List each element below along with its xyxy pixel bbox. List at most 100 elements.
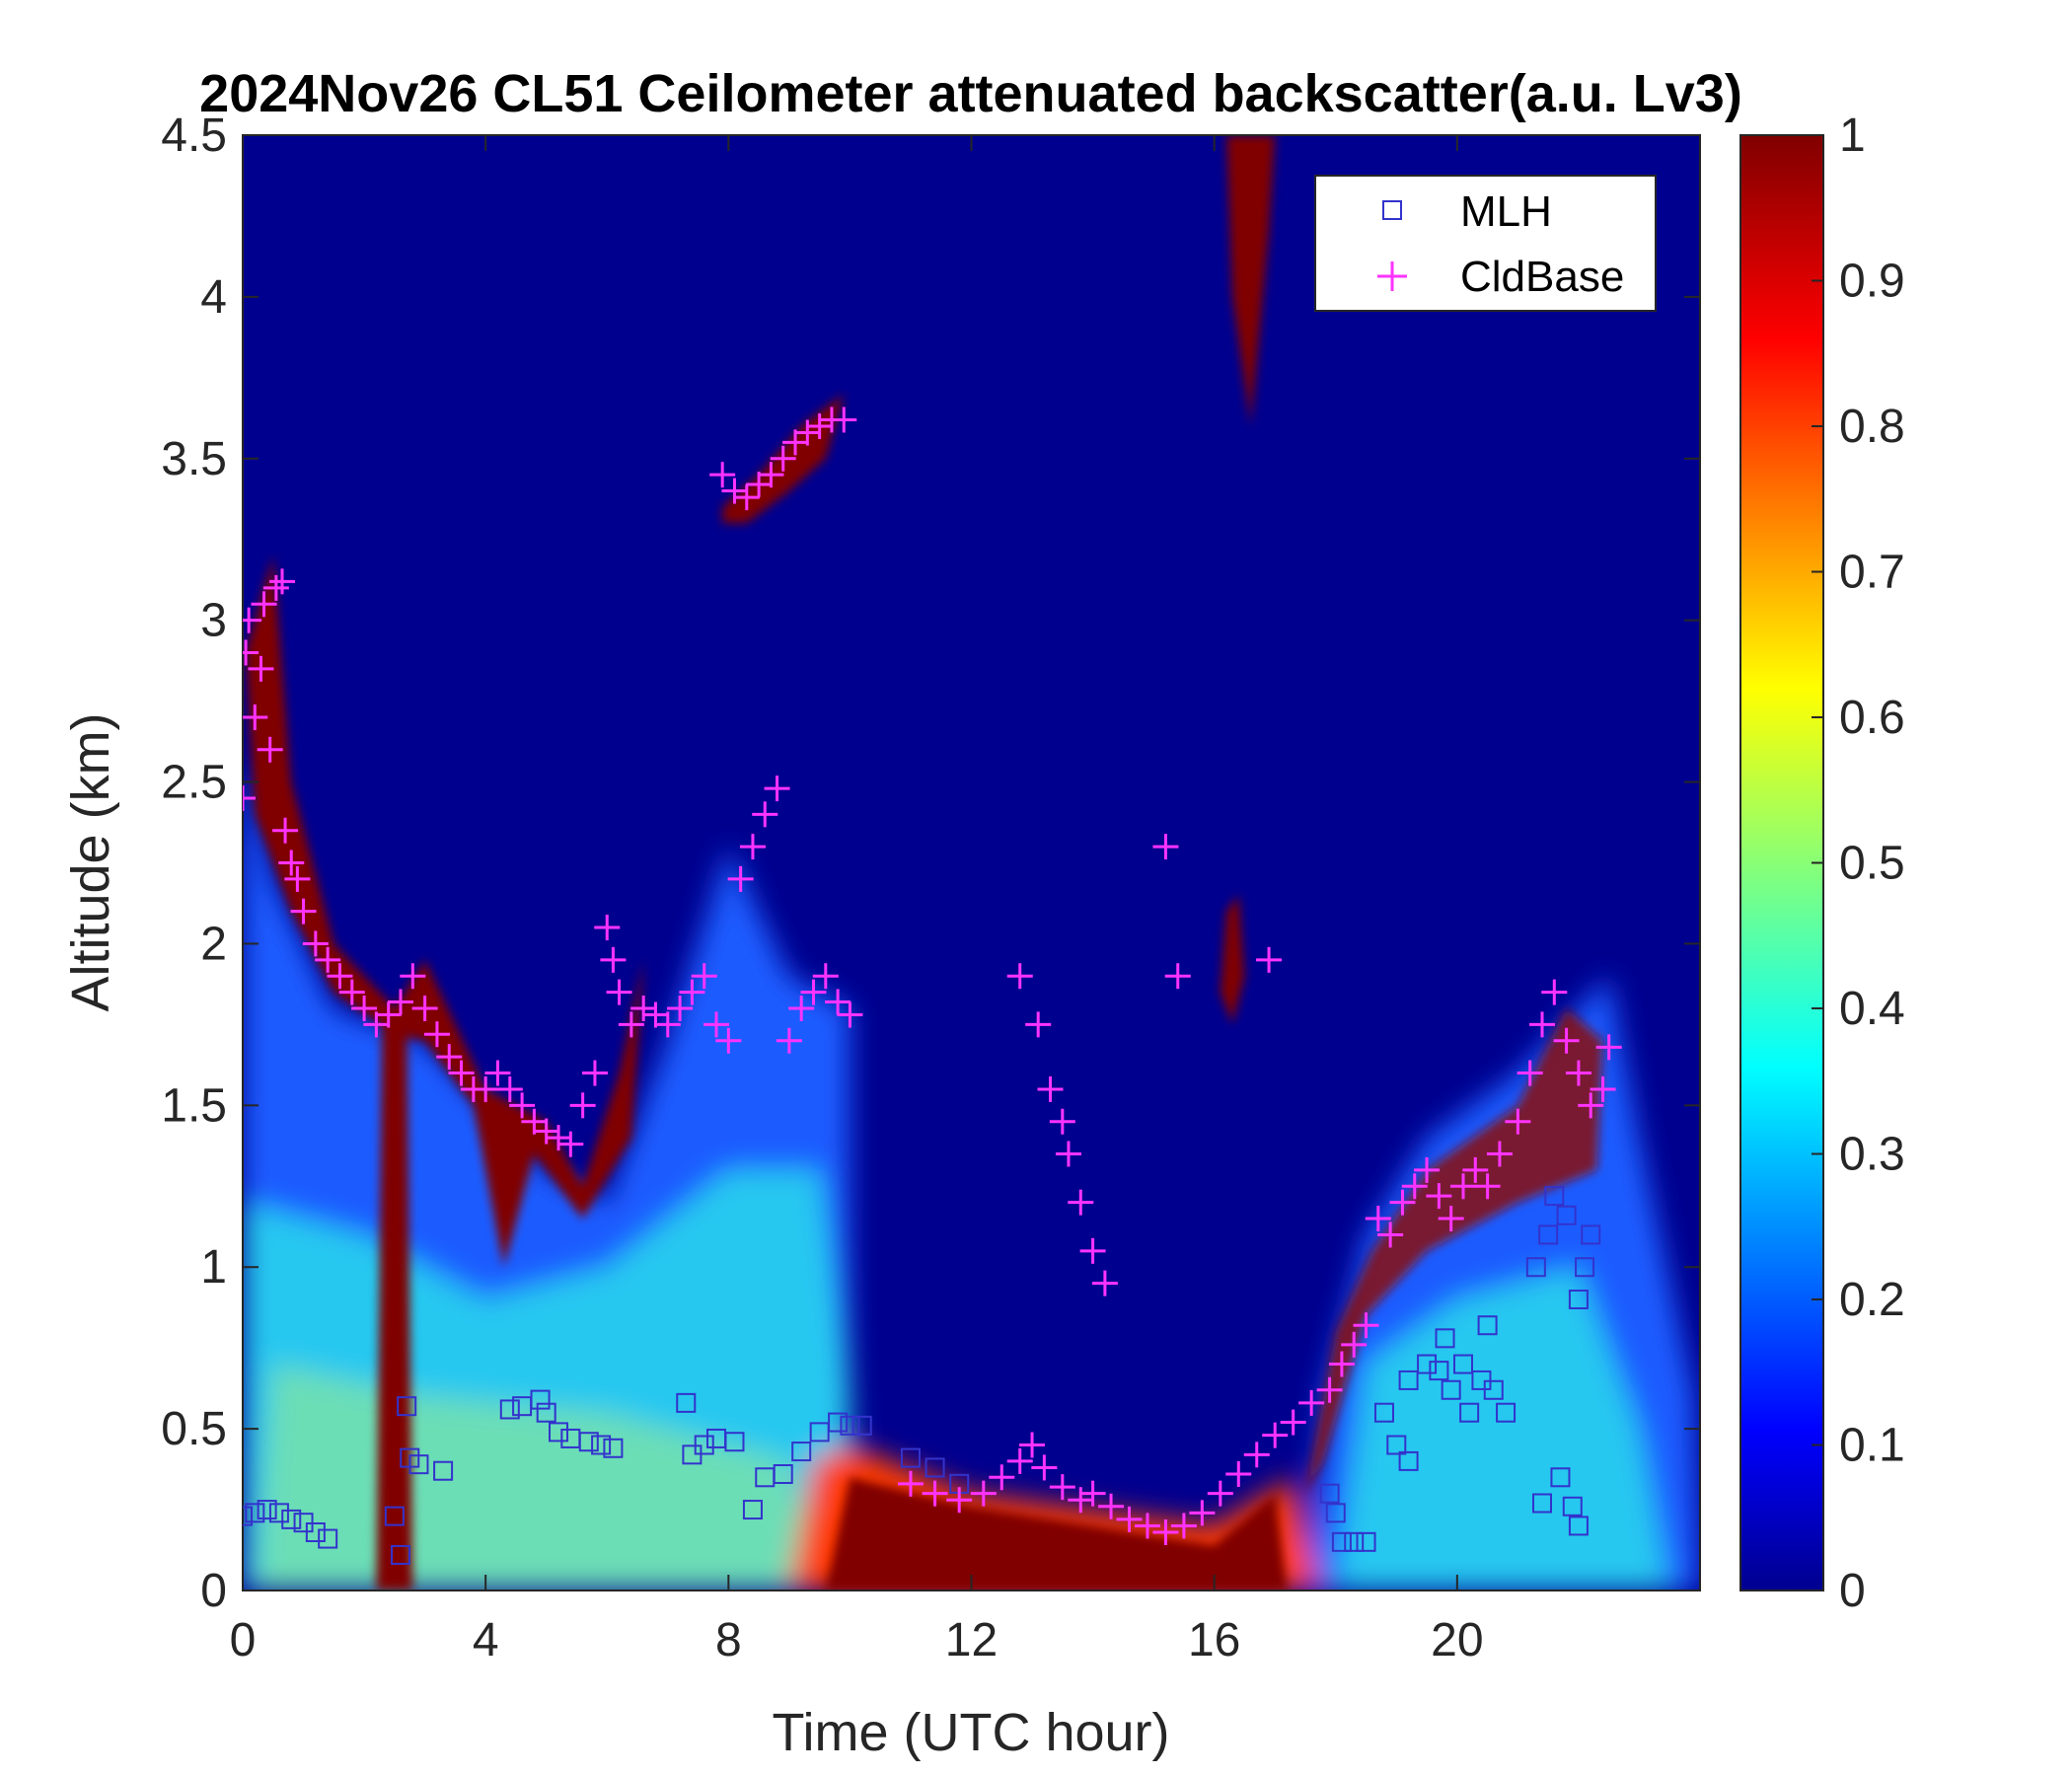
cldbase-point	[509, 1092, 536, 1119]
cldbase-point	[1474, 1173, 1501, 1200]
colorbar-tick-label: 0.1	[1839, 1420, 1905, 1472]
x-tick-label: 12	[945, 1614, 998, 1666]
mlh-point	[1477, 1315, 1498, 1336]
cldbase-point	[989, 1464, 1015, 1491]
cldbase-point	[1079, 1237, 1106, 1264]
cldbase-point	[557, 1131, 584, 1157]
cldbase-point	[1438, 1206, 1464, 1232]
series-layer	[243, 407, 1622, 1565]
cldbase-point	[812, 963, 839, 990]
cldbase-point	[251, 591, 277, 618]
cldbase-point	[1280, 1409, 1306, 1436]
x-tick-label: 20	[1431, 1614, 1483, 1666]
cldbase-point	[243, 784, 256, 811]
mlh-point	[1538, 1224, 1559, 1245]
cldbase-point	[1462, 1156, 1489, 1183]
mlh-point	[1568, 1290, 1589, 1309]
mlh-point	[791, 1442, 812, 1462]
mlh-point	[925, 1457, 945, 1478]
cldbase-point	[243, 639, 259, 666]
cldbase-point	[1164, 963, 1191, 990]
small-cloud	[1220, 895, 1245, 1025]
y-tick-label: 3.5	[161, 433, 227, 485]
mlh-point	[1331, 1531, 1352, 1552]
mlh-point	[245, 1503, 265, 1523]
mlh-point	[1562, 1496, 1583, 1517]
y-tick-label: 1.5	[161, 1079, 227, 1132]
cldbase-point	[825, 989, 851, 1015]
mlh-point	[1581, 1224, 1601, 1245]
cldbase-point	[1262, 1422, 1289, 1448]
y-axis-label: Altitude (km)	[61, 712, 120, 1011]
series-mlh	[243, 1186, 1601, 1565]
cldbase-point	[1134, 1513, 1160, 1539]
mlh-point	[1544, 1186, 1565, 1207]
colorbar-tick-label: 0	[1839, 1565, 1866, 1617]
cldbase-point	[375, 1001, 402, 1028]
mlh-point	[530, 1389, 551, 1410]
cldbase-point	[594, 915, 621, 941]
mlh-point	[1319, 1483, 1340, 1504]
mlh-point	[1356, 1531, 1376, 1552]
precip-column	[376, 1008, 413, 1591]
mlh-point	[578, 1432, 599, 1452]
mlh-point	[1386, 1435, 1407, 1455]
cldbase-point	[970, 1480, 997, 1507]
cldbase-point	[1541, 979, 1568, 1005]
y-tick-label: 2	[200, 918, 227, 970]
mlh-point	[243, 1506, 253, 1526]
colorbar-tick-label: 0.7	[1839, 547, 1905, 599]
cldbase-point	[1225, 1461, 1252, 1487]
cldbase-point	[1189, 1500, 1216, 1526]
mlh-point	[1525, 1257, 1546, 1278]
cldbase-point	[290, 898, 317, 925]
cldbase-point	[1590, 1075, 1616, 1102]
legend: MLH CldBase	[1314, 175, 1657, 312]
cldbase-point	[388, 989, 414, 1015]
cldbase-point	[1055, 1141, 1081, 1167]
mlh-point	[384, 1506, 405, 1526]
x-axis-label: Time (UTC hour)	[772, 1703, 1169, 1762]
cldbase-point	[831, 407, 857, 433]
cldbase-point	[1553, 1027, 1580, 1054]
cldbase-point	[1152, 1519, 1179, 1545]
cldbase-point	[448, 1060, 475, 1086]
cldbase-point	[776, 1027, 802, 1054]
cldbase-point	[473, 1075, 499, 1102]
cldbase-point	[1006, 1447, 1033, 1474]
mlh-point	[603, 1438, 624, 1458]
cldbase-point	[248, 655, 274, 682]
cldbase-point	[897, 1470, 924, 1497]
cldbase-point	[1389, 1189, 1416, 1216]
cldbase-point	[327, 963, 353, 990]
cldbase-point	[1068, 1189, 1094, 1216]
evening-boundary-region	[1335, 1267, 1670, 1591]
legend-mlh-label: MLH	[1460, 187, 1552, 236]
cldbase-point	[1116, 1506, 1143, 1532]
cldbase-point	[800, 979, 827, 1005]
cldbase-point	[423, 1021, 450, 1048]
mlh-point	[1325, 1503, 1346, 1523]
cldbase-point	[1079, 1480, 1106, 1507]
mlh-point	[268, 1503, 289, 1523]
x-axis: 0 4 8 12 16 20	[230, 135, 1484, 1666]
mlh-point	[851, 1415, 872, 1436]
cldbase-point	[733, 484, 760, 511]
colorbar-tick-label: 0.6	[1839, 692, 1905, 744]
cldbase-point	[411, 996, 438, 1021]
cldbase-point	[630, 996, 657, 1021]
cldbase-point	[257, 736, 283, 763]
mlh-point	[499, 1399, 520, 1420]
fog-band-core	[825, 1477, 1288, 1591]
cldbase-point	[315, 946, 341, 973]
cldbase-point	[721, 478, 748, 504]
mlh-point	[1568, 1516, 1589, 1536]
mlh-point	[773, 1464, 793, 1484]
cldbase-point	[1517, 1060, 1543, 1086]
cldbase-point	[1019, 1432, 1046, 1458]
cldbase-point	[262, 574, 289, 601]
mlh-point	[1452, 1354, 1473, 1374]
cldbase-point	[752, 801, 778, 828]
mlh-point	[676, 1392, 697, 1413]
cldbase-point	[1152, 834, 1179, 860]
